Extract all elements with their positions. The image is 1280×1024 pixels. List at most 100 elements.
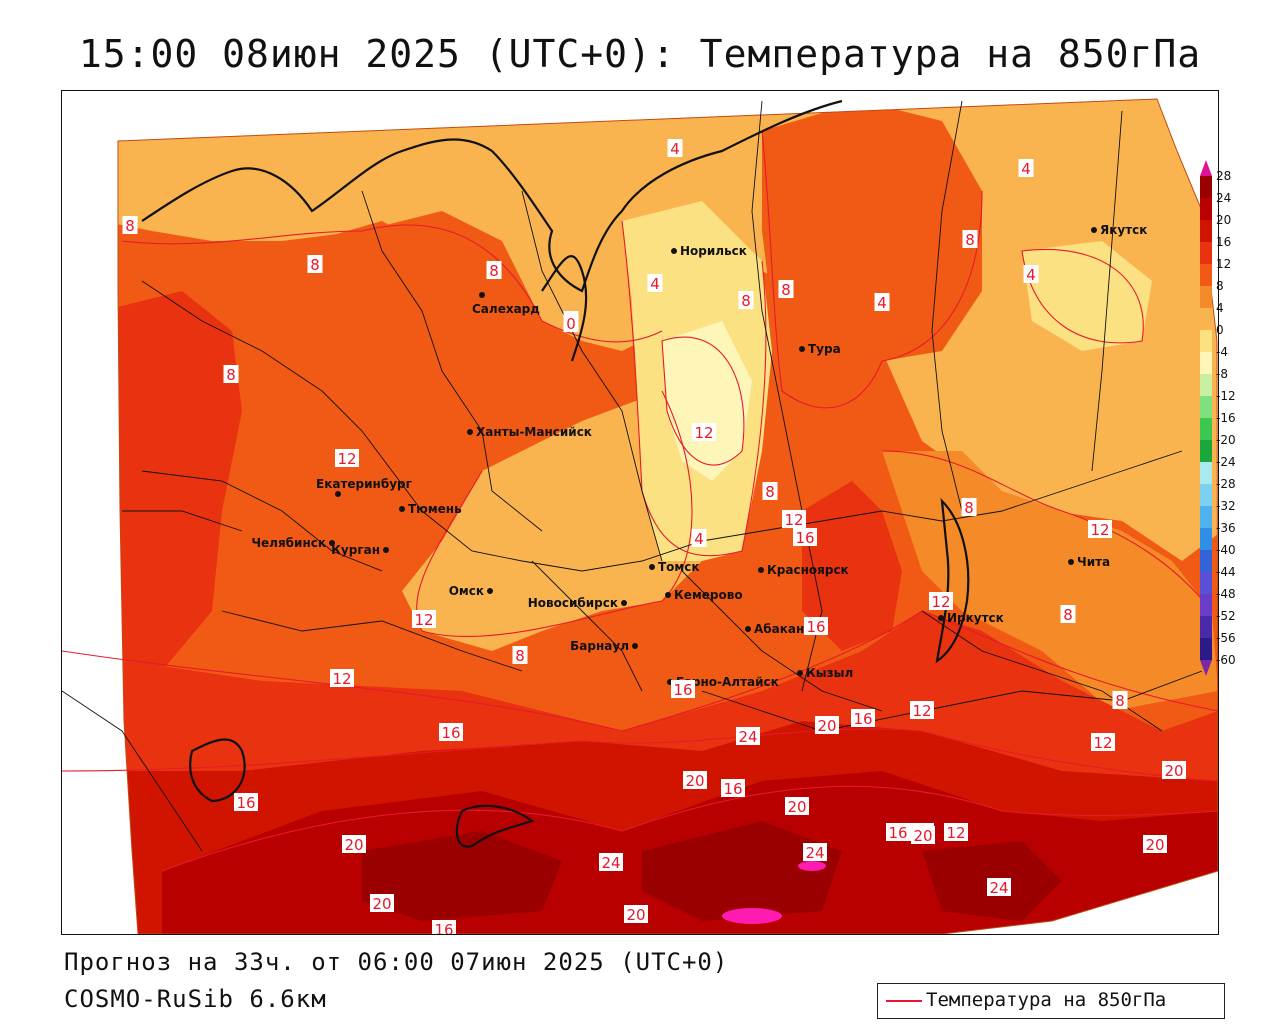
isotherm-label: 12 [784,511,803,529]
city-dot [745,626,751,632]
isotherm-label-bg [782,510,806,528]
colorbar-tick-label: 8 [1216,279,1224,293]
isotherm-label-bg [370,894,394,912]
colorbar-tick-label: -32 [1216,499,1236,513]
city-label: Абакан [754,622,804,636]
isotherm-label-bg [1143,835,1167,853]
isotherm-label: 4 [670,140,680,158]
city-dot [799,346,805,352]
colorbar-tick-label: 20 [1216,213,1231,227]
city-label: Новосибирск [528,596,618,610]
city-dot [758,567,764,573]
isotherm-label-bg [785,797,809,815]
isotherm-label: 8 [489,262,499,280]
city-label: Кемерово [674,588,743,602]
isotherm-label-bg [929,592,953,610]
city-label: Челябинск [251,536,326,550]
map-title: 15:00 08июн 2025 (UTC+0): Температура на… [78,32,1202,76]
isotherm-label-bg [736,727,760,745]
city-dot [383,547,389,553]
city-label: Норильск [680,244,747,258]
isotherm-label: 16 [723,780,742,798]
isotherm-label-bg [886,823,910,841]
colorbar-swatch [1200,572,1212,594]
colorbar-swatch [1200,308,1212,330]
isotherm-label: 4 [877,294,887,312]
city-dot [479,292,485,298]
isotherm-label-bg [624,905,648,923]
isotherm-label-bg [961,498,977,516]
isotherm-label: 4 [650,275,660,293]
isotherm-label: 4 [694,530,704,548]
isotherm-label-bg [1023,265,1039,283]
colorbar-swatch [1200,352,1212,374]
isotherm-label: 8 [781,281,791,299]
city-label: Кызыл [806,666,853,680]
isotherm-label: 8 [1063,606,1073,624]
isotherm-label-bg [307,255,323,273]
colorbar-tick-label: -4 [1216,345,1228,359]
temperature-colorbar: 28 24 20 16 12 8 4 0 -4 -8 -12 -16 -20 -24 -28 -32 -36 -4… [1200,160,1236,676]
isotherm-label-bg [512,646,528,664]
colorbar-tick-label: 12 [1216,257,1231,271]
model-domain-border [117,98,1218,934]
colorbar-swatch [1200,418,1212,440]
city-label: Омск [449,584,484,598]
isotherm-label-bg [910,701,934,719]
city-dot [649,564,655,570]
isotherm-label-bg [1162,761,1186,779]
isotherm-label-bg [412,610,436,628]
city-dot [467,429,473,435]
isotherm-label: 8 [226,366,236,384]
city-dot [487,588,493,594]
isotherm-label: 8 [310,256,320,274]
isotherm-label: 4 [1026,266,1036,284]
isotherm-label-bg [234,793,258,811]
colorbar-swatch [1200,220,1212,242]
city-dot [671,248,677,254]
colorbar-swatch [1200,396,1212,418]
isotherm-label-bg [667,139,683,157]
isotherm-value-labels: 4488884884848121208121681241288121612161… [122,139,1186,934]
isotherm-label: 16 [441,724,460,742]
isotherm-label-bg [851,709,875,727]
isotherm-label: 16 [853,710,872,728]
colorbar-swatch [1200,198,1212,220]
isotherm-label: 16 [673,681,692,699]
city-label: Ханты-Мансийск [476,425,592,439]
isotherm-label-bg [987,878,1011,896]
isotherm-label-bg [342,835,366,853]
city-label: Иркутск [947,611,1004,625]
isotherm-label-bg [330,669,354,687]
isotherm-label: 4 [1021,160,1031,178]
colorbar-tick-label: -60 [1216,653,1236,667]
isotherm-label: 12 [931,593,950,611]
isotherm-label: 12 [912,702,931,720]
colorbar-tick-label: 28 [1216,169,1231,183]
isotherm-label-bg [815,716,839,734]
model-name: COSMO-RuSib 6.6км [64,985,327,1013]
isotherm-label: 12 [1090,521,1109,539]
city-dot [399,506,405,512]
city-label: Тура [808,342,841,356]
colorbar-swatch [1200,264,1212,286]
city-label: Якутск [1100,223,1147,237]
colorbar-swatch [1200,286,1212,308]
isotherm-label: 20 [913,827,932,845]
isotherm-label: 16 [434,921,453,934]
colorbar-tick-label: -28 [1216,477,1236,491]
colorbar-swatch [1200,484,1212,506]
isotherm-label-bg [1060,605,1076,623]
city-dot [335,491,341,497]
city-dot [1091,227,1097,233]
isotherm-label: 20 [372,895,391,913]
isotherm-label: 16 [888,824,907,842]
city-label: Курган [331,543,380,557]
colorbar-swatch [1200,330,1212,352]
isotherm-label-bg [778,280,794,298]
colorbar-max-arrow [1200,160,1212,176]
isotherm-label-bg [335,449,359,467]
isotherm-label-bg [1091,733,1115,751]
isotherm-label: 12 [946,824,965,842]
isotherm-label: 24 [601,854,620,872]
